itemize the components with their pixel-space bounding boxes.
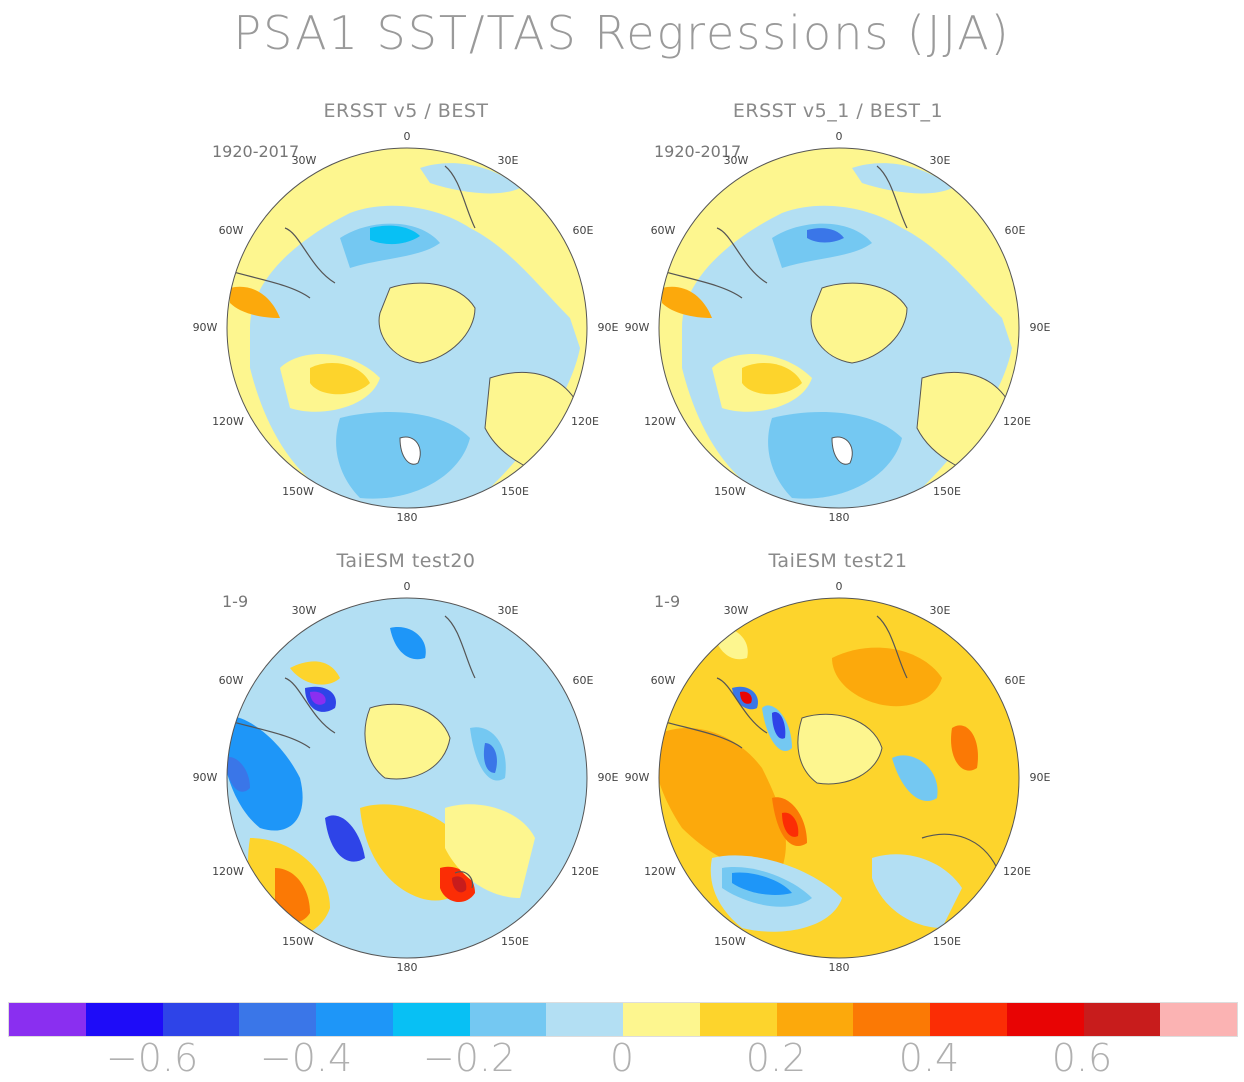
lon-label-120w: 120W — [212, 415, 244, 428]
lon-label-180: 180 — [397, 961, 418, 974]
colorbar-swatch — [1006, 1003, 1084, 1036]
colorbar-swatch — [316, 1003, 393, 1036]
lon-label-150e: 150E — [933, 485, 961, 498]
lon-label-30e: 30E — [930, 154, 951, 167]
polar-map: 0 30E 60E 90E 120E 150E 180 150W 120W 90… — [193, 580, 619, 974]
lon-label-180: 180 — [397, 511, 418, 524]
lon-label-180: 180 — [829, 511, 850, 524]
colorbar-swatch — [469, 1003, 547, 1036]
colorbar-tick-label: −0.2 — [422, 1036, 516, 1080]
panel-title: TaiESM test20 — [336, 550, 476, 572]
colorbar-swatch — [776, 1003, 854, 1036]
lon-label-150w: 150W — [282, 485, 314, 498]
lon-label-150w: 150W — [714, 935, 746, 948]
lon-label-30w: 30W — [292, 154, 317, 167]
lon-label-120w: 120W — [644, 865, 676, 878]
lon-label-90w: 90W — [625, 321, 650, 334]
colorbar-swatch — [9, 1003, 86, 1036]
colorbar-swatch — [85, 1003, 163, 1036]
colorbar-swatch — [699, 1003, 777, 1036]
lon-label-30w: 30W — [292, 604, 317, 617]
lon-label-60e: 60E — [1005, 674, 1026, 687]
polar-map: 0 30E 60E 90E 120E 150E 180 150W 120W 90… — [625, 580, 1051, 974]
lon-label-0: 0 — [404, 580, 411, 593]
lon-label-60w: 60W — [651, 674, 676, 687]
panel-title: ERSST v5 / BEST — [323, 100, 489, 122]
colorbar-tick-label: −0.6 — [105, 1036, 199, 1080]
colorbar-swatch — [239, 1003, 316, 1036]
lon-label-0: 0 — [836, 580, 843, 593]
lon-label-90e: 90E — [598, 771, 619, 784]
panel-period: 1920-2017 — [212, 142, 300, 161]
lon-label-30w: 30W — [724, 154, 749, 167]
lon-label-90e: 90E — [598, 321, 619, 334]
lon-label-180: 180 — [829, 961, 850, 974]
panel-title: TaiESM test21 — [768, 550, 908, 572]
colorbar-tick-label: 0.6 — [1051, 1036, 1113, 1080]
lon-label-120e: 120E — [1003, 415, 1031, 428]
colorbar-swatch — [546, 1003, 623, 1036]
lon-label-60e: 60E — [573, 674, 594, 687]
lon-label-120w: 120W — [644, 415, 676, 428]
colorbar-tick-label: 0.2 — [745, 1036, 807, 1080]
panel-period: 1-9 — [222, 592, 249, 611]
lon-label-90e: 90E — [1030, 321, 1051, 334]
lon-label-60w: 60W — [651, 224, 676, 237]
panel-taiesm-test21: TaiESM test21 1-9 0 — [622, 550, 1142, 990]
lon-label-30e: 30E — [930, 604, 951, 617]
colorbar-labels: −0.6 −0.4 −0.2 0 0.2 0.4 0.6 — [8, 1036, 1236, 1082]
lon-label-0: 0 — [836, 130, 843, 143]
colorbar — [8, 1002, 1238, 1037]
lon-label-150e: 150E — [501, 485, 529, 498]
lon-label-150e: 150E — [501, 935, 529, 948]
lon-label-60e: 60E — [573, 224, 594, 237]
colorbar-swatch — [392, 1003, 470, 1036]
lon-label-120e: 120E — [571, 415, 599, 428]
colorbar-swatch — [623, 1003, 700, 1036]
lon-label-30w: 30W — [724, 604, 749, 617]
colorbar-tick-label: 0.4 — [898, 1036, 960, 1080]
lon-label-120w: 120W — [212, 865, 244, 878]
colorbar-swatch — [162, 1003, 240, 1036]
lon-label-120e: 120E — [571, 865, 599, 878]
colorbar-swatch — [930, 1003, 1007, 1036]
panel-ersst-best-1: ERSST v5_1 / BEST_1 1920-2017 0 30E 60E … — [622, 100, 1142, 540]
colorbar-swatch — [853, 1003, 930, 1036]
colorbar-swatch — [1083, 1003, 1161, 1036]
lon-label-30e: 30E — [498, 604, 519, 617]
colorbar-tick-label: 0 — [609, 1036, 635, 1080]
colorbar-swatch — [1160, 1003, 1237, 1036]
panel-title: ERSST v5_1 / BEST_1 — [732, 100, 944, 122]
lon-label-0: 0 — [404, 130, 411, 143]
panel-ersst-best: ERSST v5 / BEST 1920-2017 0 30E 60E 90E … — [190, 100, 710, 540]
lon-label-30e: 30E — [498, 154, 519, 167]
lon-label-60w: 60W — [219, 674, 244, 687]
panel-period: 1-9 — [654, 592, 681, 611]
lon-label-150e: 150E — [933, 935, 961, 948]
polar-map: 0 30E 60E 90E 120E 150E 180 150W 120W 90… — [193, 130, 619, 524]
lon-label-60e: 60E — [1005, 224, 1026, 237]
lon-label-120e: 120E — [1003, 865, 1031, 878]
polar-map: 0 30E 60E 90E 120E 150E 180 150W 120W 90… — [625, 130, 1051, 524]
lon-label-150w: 150W — [282, 935, 314, 948]
lon-label-60w: 60W — [219, 224, 244, 237]
figure-title: PSA1 SST/TAS Regressions (JJA) — [233, 6, 1011, 60]
panel-period: 1920-2017 — [654, 142, 742, 161]
panel-taiesm-test20: TaiESM test20 1-9 0 — [190, 550, 710, 990]
lon-label-90w: 90W — [193, 321, 218, 334]
lon-label-90w: 90W — [625, 771, 650, 784]
lon-label-90w: 90W — [193, 771, 218, 784]
lon-label-90e: 90E — [1030, 771, 1051, 784]
lon-label-150w: 150W — [714, 485, 746, 498]
colorbar-tick-label: −0.4 — [259, 1036, 353, 1080]
